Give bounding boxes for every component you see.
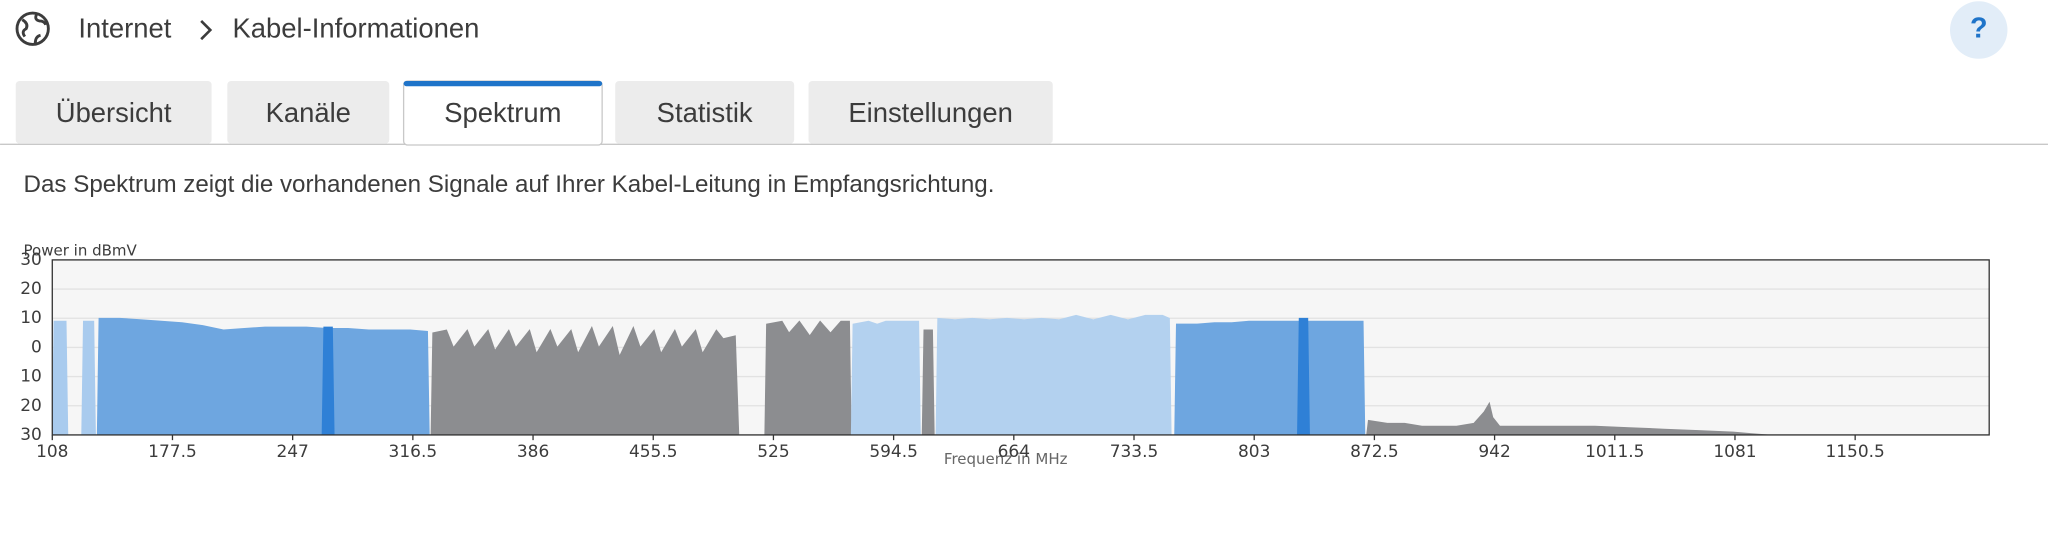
x-tick-label: 733.5	[1110, 442, 1159, 462]
x-tick-label: 108	[36, 442, 68, 462]
y-tick-label: 0	[31, 337, 42, 357]
tab-label[interactable]: Spektrum	[444, 97, 561, 128]
x-tick-label: 386	[517, 442, 549, 462]
y-tick-label: 10	[20, 367, 42, 387]
tab-label[interactable]: Einstellungen	[848, 97, 1013, 128]
tab-label[interactable]: Kanäle	[266, 97, 351, 128]
x-tick-label: 247	[276, 442, 308, 462]
breadcrumb-item: Kabel-Informationen	[233, 12, 480, 43]
spectrum-area	[1297, 317, 1310, 436]
x-tick-label: 594.5	[869, 442, 918, 462]
tab[interactable]	[808, 80, 1053, 144]
tab-label[interactable]: Statistik	[657, 97, 753, 128]
x-tick-label: 872.5	[1350, 442, 1399, 462]
tab-label[interactable]: Übersicht	[56, 97, 172, 128]
spectrum-area	[764, 320, 852, 436]
help-icon[interactable]: ?	[1970, 13, 1988, 45]
tab-indicator	[403, 80, 603, 87]
spectrum-area	[430, 325, 740, 436]
x-tick-label: 455.5	[629, 442, 678, 462]
x-axis-label: Frequenz in MHz	[944, 450, 1068, 468]
tab[interactable]	[15, 80, 212, 144]
plot-border	[51, 259, 1990, 436]
spectrum-area	[321, 326, 335, 436]
x-tick-label: 1150.5	[1825, 442, 1884, 462]
description: Das Spektrum zeigt die vorhandenen Signa…	[24, 171, 995, 198]
y-tick-label: 20	[20, 279, 42, 299]
x-tick-label: 942	[1478, 442, 1510, 462]
x-tick-label: 316.5	[389, 442, 438, 462]
globe-icon	[15, 11, 50, 46]
y-tick-label: 30	[20, 250, 42, 270]
breadcrumb-separator	[200, 19, 213, 41]
tab[interactable]	[615, 80, 795, 144]
breadcrumb-item[interactable]: Internet	[78, 12, 171, 43]
y-tick-label: 20	[20, 396, 42, 416]
x-tick-label: 177.5	[148, 442, 197, 462]
spectrum-chart: Power in dBmV Frequenz in MHz 30 20 10 0 10 20 3…	[20, 241, 1990, 468]
spectrum-area	[935, 314, 1172, 436]
y-tick-label: 10	[20, 308, 42, 328]
spectrum-area	[850, 320, 921, 436]
y-tick-label: 30	[20, 425, 42, 445]
tab-bar: Übersicht Kanäle Spektrum Statistik Einstell…	[15, 80, 1053, 146]
spectrum-area	[81, 320, 96, 436]
x-tick-label: 664	[998, 442, 1030, 462]
tab[interactable]	[227, 80, 390, 144]
help-button[interactable]	[1950, 1, 2008, 59]
x-tick-label: 1011.5	[1585, 442, 1644, 462]
spectrum-area	[96, 317, 430, 436]
spectrum-area	[1174, 320, 1366, 436]
spectrum-area	[921, 329, 935, 436]
x-tick-label: 1081	[1713, 442, 1756, 462]
spectrum-area	[51, 320, 69, 436]
x-tick-label: 803	[1238, 442, 1270, 462]
y-axis-label: Power in dBmV	[24, 241, 138, 259]
spectrum-area	[1366, 401, 1768, 436]
x-tick-label: 525	[757, 442, 789, 462]
